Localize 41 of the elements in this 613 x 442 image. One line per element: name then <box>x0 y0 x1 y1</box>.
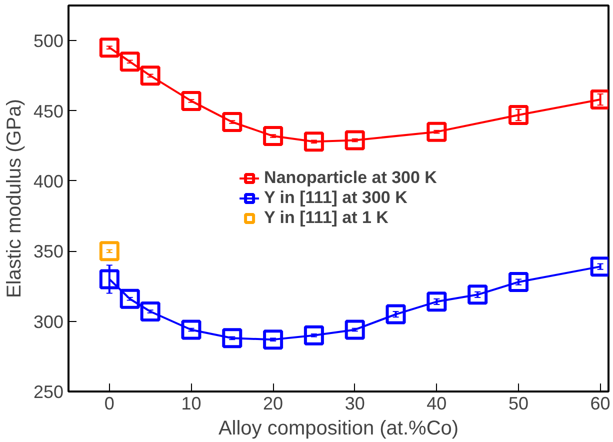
point <box>426 122 447 142</box>
point <box>304 325 324 346</box>
x-tick-label: 50 <box>508 394 529 414</box>
point <box>140 301 160 322</box>
point <box>468 284 488 305</box>
x-tick-label: 40 <box>426 394 447 414</box>
point <box>344 320 365 340</box>
y-tick-label: 250 <box>33 382 64 402</box>
point <box>120 288 140 309</box>
x-tick-label: 60 <box>590 394 610 414</box>
legend-label: Y in [111] at 1 K <box>264 208 388 228</box>
x-tick-label: 20 <box>263 394 284 414</box>
y-tick-label: 400 <box>33 171 64 192</box>
x-tick-label: 0 <box>104 394 114 414</box>
legend-label: Y in [111] at 300 K <box>264 188 408 208</box>
x-tick-label: 10 <box>181 394 202 414</box>
point <box>120 52 140 72</box>
x-axis-title: Alloy composition (at.%Co) <box>218 418 459 440</box>
point <box>181 90 202 111</box>
point <box>386 304 406 324</box>
point <box>222 112 242 132</box>
point <box>508 272 528 292</box>
point <box>263 126 284 146</box>
point <box>140 66 160 86</box>
y-axis-title: Elastic modulus (GPa) <box>3 99 26 298</box>
point <box>222 328 242 348</box>
point <box>99 241 120 262</box>
point <box>426 292 447 312</box>
y-tick-label: 300 <box>33 312 64 332</box>
point <box>263 330 284 350</box>
point <box>99 269 120 290</box>
point <box>181 320 202 340</box>
point <box>508 104 528 125</box>
legend-label: Nanoparticle at 300 K <box>264 168 437 188</box>
point <box>344 130 365 150</box>
y-tick-label: 450 <box>33 101 64 122</box>
y-tick-label: 350 <box>33 242 64 262</box>
y-tick-label: 500 <box>33 31 64 52</box>
point <box>99 38 120 58</box>
point <box>304 132 324 152</box>
x-tick-label: 30 <box>344 394 365 414</box>
